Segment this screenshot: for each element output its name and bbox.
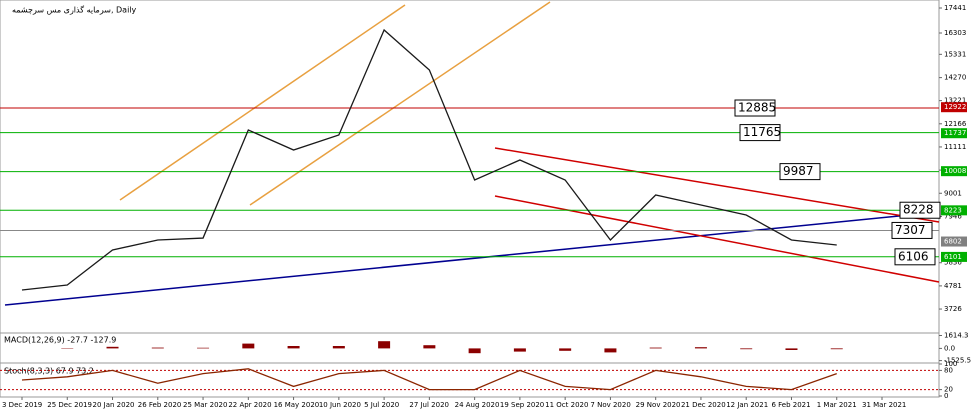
price-tag (941, 205, 967, 216)
channel-line (249, 1, 551, 206)
price-tag-label: 12922 (944, 103, 966, 111)
stoch-title: Stoch(8,3,3) 67.9 73.2 (4, 367, 94, 376)
y-tick-label: 11111 (944, 143, 966, 151)
x-tick-label: 26 Feb 2020 (138, 401, 182, 409)
macd-bar (604, 348, 617, 353)
x-tick-label: 21 Dec 2020 (681, 401, 726, 409)
price-tag (941, 166, 967, 177)
macd-bar (559, 348, 572, 351)
macd-bar (151, 347, 164, 349)
price-tag-label: 11737 (944, 129, 966, 137)
macd-title: MACD(12,26,9) -27.7 -127.9 (4, 336, 116, 345)
y-tick-label: 15331 (944, 50, 966, 58)
macd-bar (468, 348, 481, 354)
y-tick-label: 13221 (944, 97, 966, 105)
level-box (779, 163, 821, 181)
x-tick-label: 27 Jul 2020 (409, 401, 449, 409)
level-label: 11765 (743, 125, 781, 139)
y-tick-label: 14270 (944, 74, 966, 82)
level-box (739, 124, 781, 142)
x-tick-label: 31 Mar 2021 (862, 401, 906, 409)
x-tick-label: 10 Jun 2020 (319, 401, 361, 409)
macd-bar (106, 346, 119, 349)
x-tick-label: 25 Mar 2020 (183, 401, 227, 409)
macd-bar (649, 347, 662, 349)
level-label: 9987 (783, 164, 814, 178)
level-box (891, 221, 933, 239)
price-tag-label: 8223 (944, 206, 962, 214)
y-tick-label: 16303 (944, 29, 966, 37)
level-label: 8228 (903, 203, 934, 217)
price-tag (941, 236, 967, 247)
macd-bar (423, 345, 436, 349)
channel-line (494, 147, 940, 223)
macd-bar (197, 347, 210, 349)
macd-bar (513, 348, 526, 352)
price-tag-label: 6802 (944, 238, 962, 246)
level-label: 7307 (895, 223, 926, 237)
price-tag (941, 102, 967, 113)
macd-bar (242, 343, 255, 349)
x-tick-label: 11 Oct 2020 (545, 401, 588, 409)
macd-bar (332, 346, 345, 349)
x-tick-label: 7 Nov 2020 (590, 401, 630, 409)
macd-bar (378, 341, 391, 349)
macd-bar (785, 348, 798, 350)
price-line (21, 368, 837, 391)
x-tick-label: 24 Aug 2020 (455, 401, 500, 409)
price-tag-label: 6101 (944, 253, 962, 261)
x-tick-label: 16 May 2020 (274, 401, 320, 409)
x-tick-label: 6 Feb 2021 (771, 401, 810, 409)
y-tick-label: 0.0 (944, 344, 955, 352)
y-tick-label: 4781 (944, 282, 962, 290)
x-tick-label: 3 Dec 2019 (2, 401, 42, 409)
y-tick-label: 3726 (944, 305, 962, 313)
y-tick-label: -1525.5 (944, 357, 971, 365)
macd-bar (287, 346, 300, 349)
macd-bar (694, 347, 707, 349)
x-tick-label: 19 Sep 2020 (500, 401, 544, 409)
price-tag (941, 128, 967, 139)
trend-line (4, 211, 940, 306)
level-box (734, 99, 776, 117)
y-tick-label: 0 (944, 392, 948, 400)
x-tick-label: 12 Jan 2021 (726, 401, 768, 409)
level-box (894, 248, 936, 266)
x-tick-label: 1 Mar 2021 (817, 401, 857, 409)
x-tick-label: 5 Jul 2020 (364, 401, 399, 409)
price-tag (941, 251, 967, 262)
plot-frame (0, 0, 940, 398)
macd-bar (740, 348, 753, 350)
y-tick-label: 100 (944, 360, 957, 368)
x-tick-label: 20 Jan 2020 (93, 401, 135, 409)
y-tick-label: 1614.3 (944, 331, 969, 339)
price-line (21, 28, 837, 291)
level-box (899, 201, 941, 219)
x-tick-label: 29 Nov 2020 (636, 401, 681, 409)
channel-line (119, 4, 406, 201)
x-tick-label: 22 Apr 2020 (228, 401, 271, 409)
y-tick-label: 12166 (944, 120, 967, 128)
y-tick-label: 5836 (944, 259, 962, 267)
macd-bar (830, 348, 843, 350)
x-tick-label: 25 Dec 2019 (47, 401, 92, 409)
y-tick-label: 9001 (944, 189, 962, 197)
y-tick-label: 7946 (944, 212, 962, 220)
y-tick-label: 17441 (944, 4, 966, 12)
price-tag-label: 10008 (944, 167, 966, 175)
y-tick-label: 80 (944, 366, 953, 374)
level-label: 12885 (738, 101, 776, 115)
chart-title: سرمایه گذاری مس سرچشمه, Daily (12, 5, 137, 15)
level-label: 6106 (898, 249, 929, 263)
y-tick-label: 20 (944, 386, 953, 394)
